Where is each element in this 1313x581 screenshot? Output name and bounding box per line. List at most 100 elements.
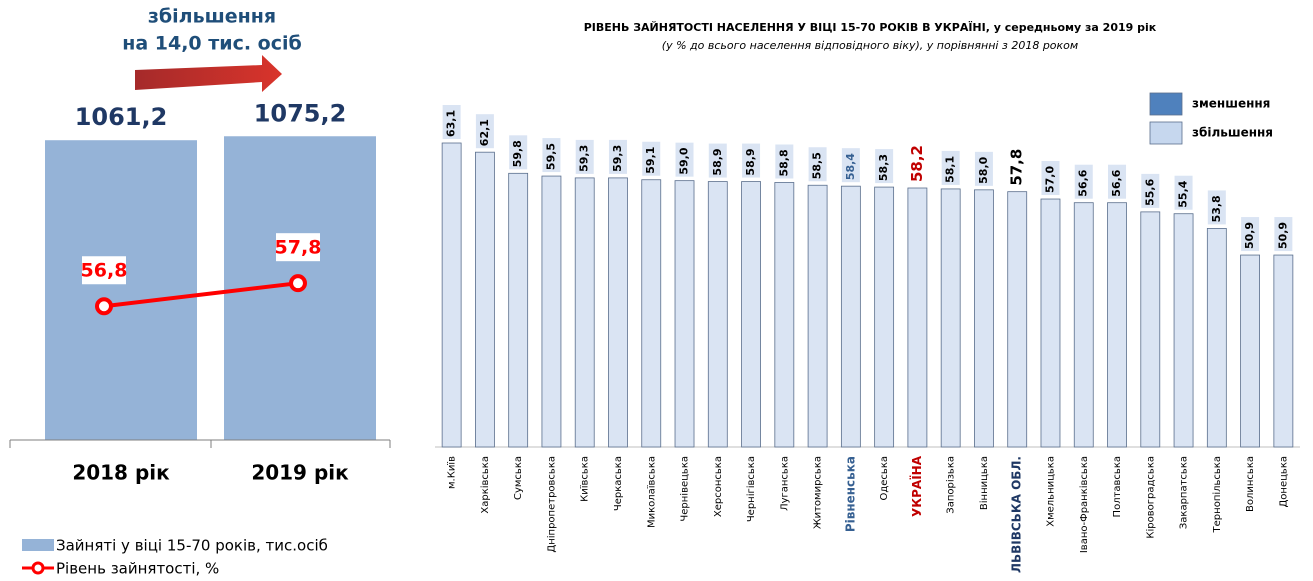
legend-label: Зайняті у віці 15-70 років, тис.осіб [56, 537, 328, 555]
value-label-box [442, 105, 461, 140]
bar-value-label: 58,9 [744, 148, 757, 175]
x-tick-label: Полтавська [1112, 456, 1123, 517]
value-label-box [941, 150, 960, 185]
x-tick-label: Вінницька [978, 456, 990, 510]
x-tick-label: 2019 рік [251, 461, 349, 485]
x-tick-label: Волинська [1245, 456, 1256, 512]
value-label-box [742, 143, 761, 178]
bar-value-label: 58,0 [977, 156, 990, 183]
value-label-box [1141, 173, 1160, 208]
value-label-box [1274, 217, 1293, 252]
legend-label: Рівень зайнятості, % [56, 560, 219, 578]
bar [608, 177, 628, 448]
x-tick-label: Івано-Франківська [1078, 456, 1090, 553]
x-tick-label: м.Київ [447, 456, 458, 489]
x-tick-label: Луганська [779, 456, 790, 511]
value-label-box [875, 149, 894, 184]
x-tick-label: Київська [580, 456, 591, 502]
bar [707, 181, 728, 448]
value-label-box [1241, 217, 1260, 252]
x-tick-label: Донецька [1278, 456, 1289, 508]
line [103, 281, 299, 309]
bar [1073, 202, 1094, 448]
bar [1040, 198, 1061, 448]
x-tick-label: Чернівецька [679, 456, 691, 522]
legend-marker [31, 561, 45, 575]
line-marker [289, 274, 307, 293]
line-marker [95, 297, 113, 316]
bar [475, 151, 495, 448]
line-value-label: 57,8 [275, 237, 322, 259]
x-tick-label: Хмельницька [1045, 456, 1056, 527]
bar-value-label: 58,2 [908, 145, 926, 182]
bar [1240, 254, 1260, 448]
bar [674, 180, 695, 448]
bar [508, 172, 529, 448]
x-tick-label: Закарпатська [1179, 456, 1190, 529]
value-label-box [808, 147, 827, 182]
bar [1007, 191, 1028, 448]
line-value-label: 56,8 [81, 260, 128, 282]
bar-value-label: 59,5 [544, 143, 557, 170]
bar [1206, 228, 1227, 448]
label-box [82, 256, 126, 285]
bar-value-label: 53,8 [1210, 195, 1223, 222]
bar-value-label: 59,1 [644, 147, 657, 174]
increase-arrow [135, 55, 282, 92]
bar [1107, 202, 1127, 448]
bar-value-label: 57,8 [1008, 149, 1026, 186]
label-box [276, 233, 320, 262]
bar-value-label: 58,3 [877, 154, 890, 181]
bar-value-label: 1061,2 [75, 103, 168, 131]
x-tick-label: 2018 рік [72, 461, 170, 485]
chart-title: РІВЕНЬ ЗАЙНЯТОСТІ НАСЕЛЕННЯ У ВІЦІ 15-70… [584, 20, 1157, 34]
bar [574, 177, 595, 448]
bar-value-label: 50,9 [1276, 222, 1289, 249]
x-tick-label: Рівненська [843, 456, 857, 532]
bar-value-label: 1075,2 [254, 99, 347, 127]
bar-value-label: 59,3 [611, 145, 624, 172]
bar [1173, 213, 1194, 448]
bar [974, 189, 994, 448]
x-tick-label: Кіровоградська [1144, 456, 1156, 539]
value-label-box [1041, 161, 1060, 196]
value-label-box [1174, 175, 1193, 210]
bar-value-label: 50,9 [1243, 222, 1256, 249]
bar [45, 140, 197, 440]
annotation: на 14,0 тис. осіб [122, 33, 302, 55]
bar-value-label: 58,9 [711, 148, 724, 175]
bar-value-label: 56,6 [1077, 169, 1090, 196]
x-tick-label: УКРАЇНА [909, 455, 924, 517]
bar-value-label: 56,6 [1110, 169, 1123, 196]
bar-value-label: 59,3 [578, 145, 591, 172]
value-label-box [542, 138, 561, 173]
legend-swatch [22, 539, 54, 551]
bar [641, 179, 662, 448]
value-label-box [575, 139, 594, 174]
bar [840, 185, 861, 448]
x-tick-label: Сумська [513, 456, 524, 500]
x-tick-label: Дніпропетровська [545, 456, 557, 553]
value-label-box [1207, 190, 1226, 225]
x-tick-label: Тернопільська [1211, 456, 1223, 533]
legend-label: збільшення [1192, 126, 1273, 140]
bar [807, 184, 828, 448]
legend-label: зменшення [1192, 97, 1270, 111]
legend-swatch [1149, 121, 1183, 145]
bar-value-label: 63,1 [445, 110, 458, 137]
x-tick-label: Черкаська [613, 456, 624, 511]
bar [774, 182, 795, 448]
x-tick-label: Житомирська [813, 456, 824, 529]
bar-value-label: 57,0 [1043, 166, 1056, 193]
value-label-box [608, 139, 627, 174]
value-label-box [642, 141, 661, 176]
bar [874, 186, 895, 448]
legend-swatch [1149, 92, 1183, 116]
value-label-box [775, 144, 794, 179]
bar-value-label: 58,4 [844, 153, 857, 180]
bar-value-label: 58,5 [811, 152, 824, 179]
bar [1273, 254, 1294, 448]
x-tick-label: ЛЬВІВСЬКА ОБЛ. [1010, 456, 1024, 573]
value-label-box [509, 135, 528, 170]
